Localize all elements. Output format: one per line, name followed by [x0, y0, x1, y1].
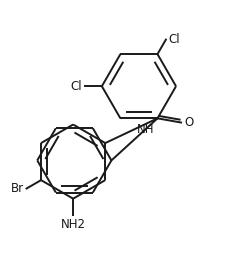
Text: O: O: [184, 116, 193, 129]
Text: NH: NH: [137, 123, 155, 136]
Text: Cl: Cl: [169, 33, 180, 46]
Text: Cl: Cl: [71, 80, 82, 93]
Text: NH2: NH2: [61, 218, 86, 231]
Text: Br: Br: [11, 182, 24, 195]
